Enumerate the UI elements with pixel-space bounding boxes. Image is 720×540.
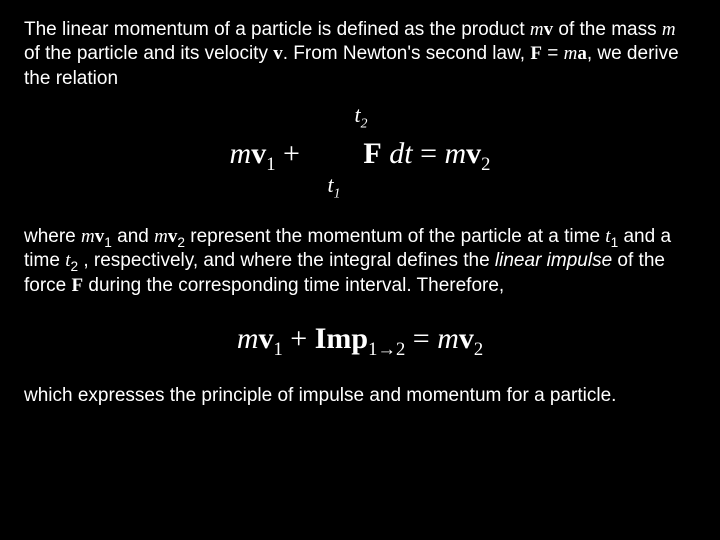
text: during the corresponding time interval. … (83, 275, 504, 296)
equation-impulse-integral: t2 t1 mv1 + F dt = mv2 (24, 101, 696, 211)
equation-body: t2 t1 mv1 + F dt = mv2 (230, 135, 491, 173)
a-vec: a (577, 43, 587, 64)
equals: = (405, 322, 437, 355)
equals: = (413, 137, 445, 170)
text: of the mass (558, 19, 662, 40)
text: = (542, 43, 564, 64)
sub: 1 (104, 235, 112, 250)
equation-impulse-momentum: mv1 + Imp1→2 = mv2 (24, 320, 696, 358)
equation-body: mv1 + Imp1→2 = mv2 (237, 320, 483, 358)
text: which expresses the principle of impulse… (24, 385, 616, 406)
intro-paragraph: The linear momentum of a particle is def… (24, 18, 696, 91)
v-vec: v (251, 137, 266, 170)
m-var: m (154, 226, 168, 247)
m-var: m (237, 322, 259, 355)
explain-paragraph: where mv1 and mv2 represent the momentum… (24, 225, 696, 298)
m-var: m (564, 43, 578, 64)
sub: 1 (274, 339, 283, 360)
text: The linear momentum of a particle is def… (24, 19, 530, 40)
imp-subscript: 1→2 (368, 339, 405, 360)
imp-label: Imp (315, 322, 368, 355)
integral-lower-limit: t1 (328, 171, 341, 199)
text: and (112, 226, 154, 247)
v-vec: v (544, 19, 554, 40)
m-var: m (81, 226, 95, 247)
m-var: m (662, 19, 676, 40)
sub: 2 (481, 154, 490, 175)
m-var: m (437, 322, 459, 355)
sub: 2 (70, 259, 78, 274)
F-vec: F (72, 275, 84, 296)
arrow-icon: → (377, 339, 396, 360)
text: , respectively, and where the integral d… (78, 250, 495, 271)
m-var: m (445, 137, 467, 170)
F-vec: F (363, 137, 381, 170)
sub: 2 (474, 339, 483, 360)
F-vec: F (530, 43, 542, 64)
m-var: m (230, 137, 252, 170)
v-vec: v (459, 322, 474, 355)
dt-var: dt (389, 137, 412, 170)
text: represent the momentum of the particle a… (185, 226, 605, 247)
text: . From Newton's second law, (283, 43, 531, 64)
closing-paragraph: which expresses the principle of impulse… (24, 384, 696, 408)
v-vec: v (95, 226, 105, 247)
v-vec: v (168, 226, 178, 247)
sub: 2 (177, 235, 185, 250)
slide: The linear momentum of a particle is def… (0, 0, 720, 540)
text: where (24, 226, 81, 247)
v-vec: v (273, 43, 283, 64)
m-var: m (530, 19, 544, 40)
integral-upper-limit: t2 (355, 101, 368, 129)
text: of the particle and its velocity (24, 43, 273, 64)
v-vec: v (466, 137, 481, 170)
linear-impulse-term: linear impulse (495, 250, 612, 271)
v-vec: v (259, 322, 274, 355)
plus: + (283, 322, 315, 355)
plus: + (275, 137, 307, 170)
